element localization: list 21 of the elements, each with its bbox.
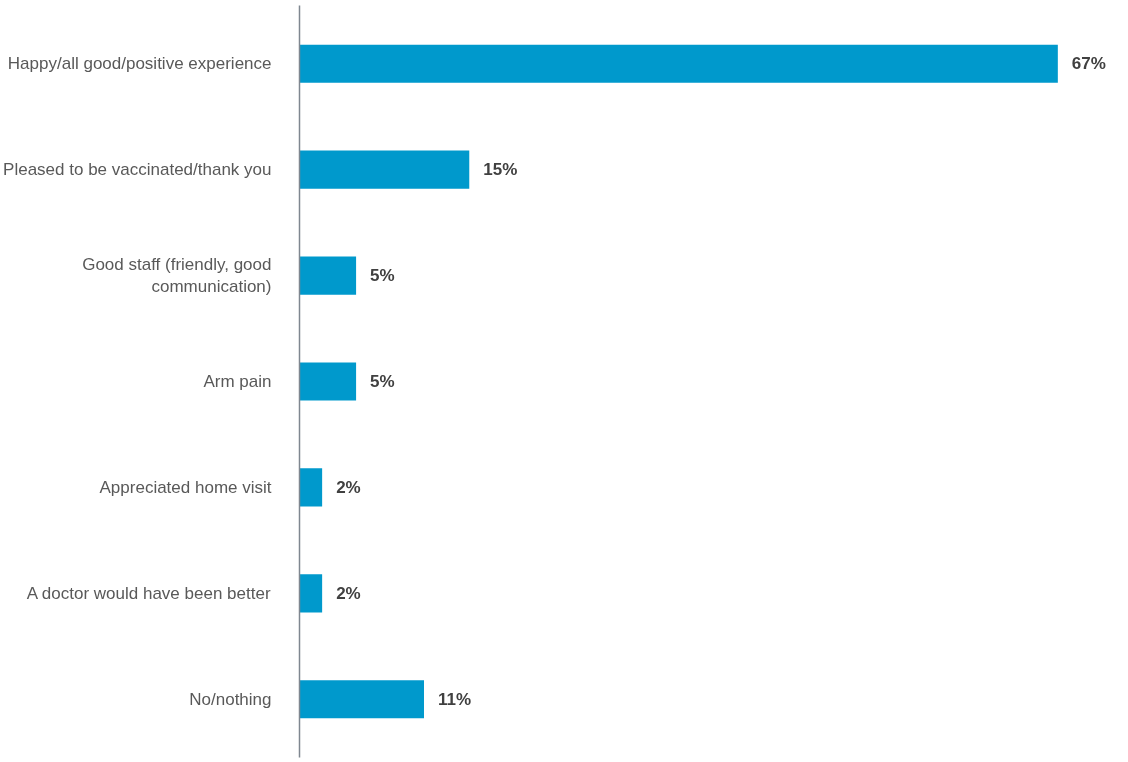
data-label: 2% <box>336 477 361 497</box>
y-tick-label: Good staff (friendly, good communication) <box>82 254 272 297</box>
bar <box>299 44 1058 83</box>
data-label: 15% <box>483 160 518 180</box>
y-tick-label: Happy/all good/positive experience <box>7 54 272 74</box>
data-label: 11% <box>438 689 472 709</box>
bar <box>299 362 357 401</box>
y-tick-label: Pleased to be vaccinated/thank you <box>3 160 272 180</box>
y-tick-label: Arm pain <box>203 372 272 391</box>
bar <box>299 680 424 719</box>
bar <box>299 574 323 613</box>
data-label: 5% <box>370 372 395 391</box>
y-tick-label: A doctor would have been better <box>26 583 271 603</box>
bar <box>299 150 470 189</box>
y-tick-label: No/nothing <box>189 689 272 709</box>
y-tick-label: Appreciated home visit <box>99 477 272 497</box>
bar <box>299 256 357 295</box>
data-label: 2% <box>336 583 361 603</box>
data-label: 67% <box>1071 54 1106 74</box>
bar <box>299 468 323 507</box>
data-label: 5% <box>370 266 395 286</box>
